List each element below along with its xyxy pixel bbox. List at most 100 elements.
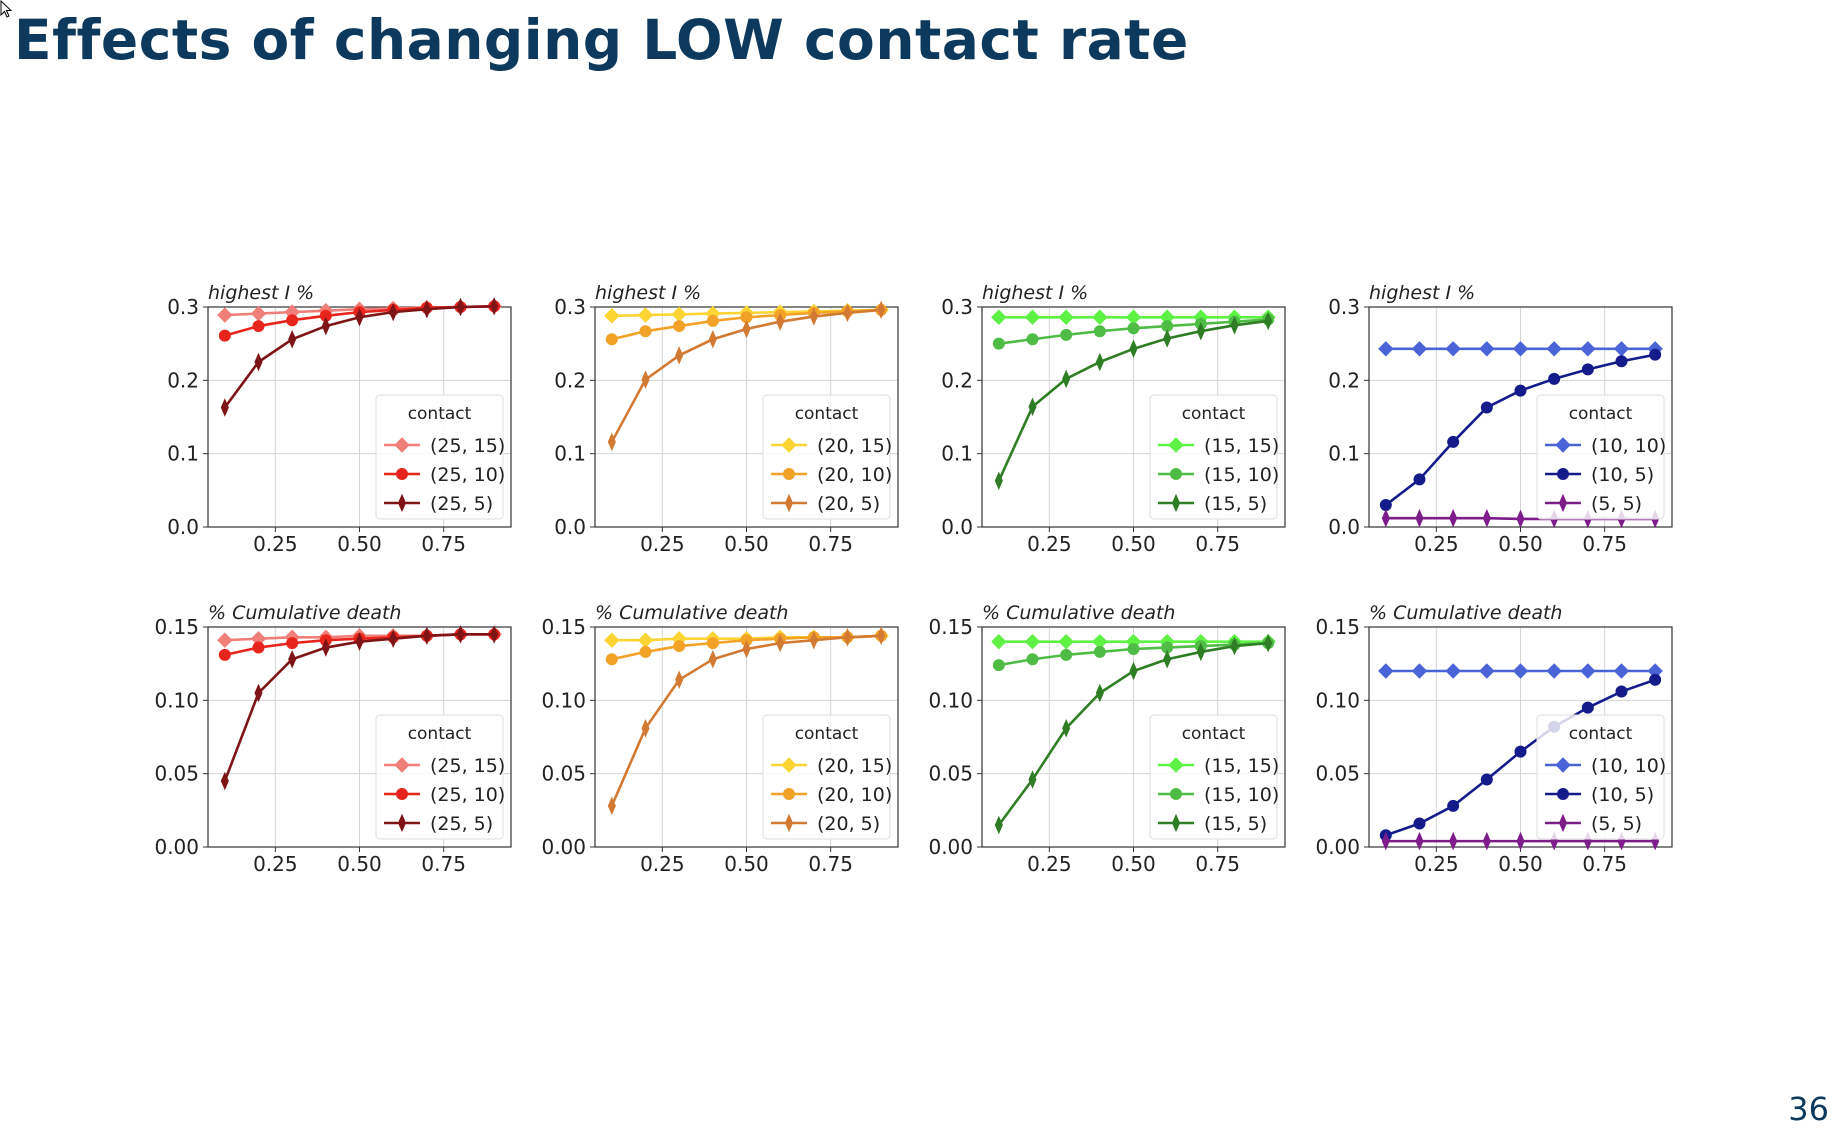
series-2 (1379, 348, 1662, 511)
data-point (1127, 643, 1140, 655)
data-point (1482, 508, 1491, 528)
y-tick-label: 0.10 (541, 688, 586, 712)
data-point (1615, 685, 1628, 698)
legend-entry: (10, 5) (1591, 464, 1654, 486)
data-point (1381, 831, 1390, 851)
subplot-6: 0.25 0.50 0.75 0.00 0.05 0.10 0.15 % Cumulative… (541, 602, 899, 876)
x-tick-label: 0.25 (1414, 852, 1459, 876)
legend-box (1149, 714, 1278, 840)
y-tick-label: 0.2 (1328, 368, 1360, 392)
y-tick-label: 0.2 (554, 368, 586, 392)
data-point (1479, 663, 1495, 679)
data-point (456, 297, 465, 317)
data-point (1449, 831, 1458, 851)
x-tick-label: 0.50 (724, 852, 769, 876)
data-point (1445, 663, 1461, 679)
legend-marker (1555, 437, 1571, 453)
y-tick-label: 0.2 (941, 368, 973, 392)
legend-entry: (20, 10) (817, 464, 892, 486)
x-tick-label: 0.25 (1027, 852, 1072, 876)
legend-entry: (20, 15) (817, 755, 892, 777)
series-3 (994, 311, 1273, 491)
data-point (1196, 321, 1205, 341)
legend-entry: (15, 15) (1204, 435, 1279, 457)
data-point (1163, 650, 1172, 669)
legend-title: contact (1182, 724, 1246, 744)
data-point (1480, 401, 1493, 414)
data-point (1649, 348, 1662, 361)
y-tick-label: 0.3 (1328, 295, 1360, 319)
y-tick-label: 0.15 (541, 615, 586, 639)
data-point (706, 637, 719, 650)
x-tick-label: 0.75 (1195, 532, 1240, 556)
legend-marker (781, 757, 797, 773)
legend-marker (397, 813, 407, 833)
series-3 (607, 300, 886, 452)
data-point (1413, 817, 1426, 830)
subplot-title: highest I % (208, 282, 314, 304)
data-point (1649, 673, 1662, 686)
data-point (809, 630, 818, 650)
data-point (994, 471, 1003, 491)
data-point (286, 314, 299, 327)
data-point (252, 320, 265, 333)
legend-marker (1557, 788, 1569, 800)
data-point (991, 309, 1007, 325)
data-point (1264, 311, 1273, 331)
legend-entry: (15, 5) (1204, 813, 1267, 835)
data-point (220, 771, 229, 791)
data-point (217, 307, 233, 323)
series-3 (220, 625, 499, 791)
page-number: 36 (1788, 1090, 1829, 1128)
x-tick-label: 0.25 (253, 852, 298, 876)
data-point (1381, 508, 1390, 528)
data-point (1060, 328, 1073, 341)
data-point (321, 316, 330, 336)
data-point (1060, 648, 1073, 661)
legend: contact (25, 15) (25, 10) (25, 5) (375, 714, 505, 840)
x-tick-label: 0.75 (808, 532, 853, 556)
legend-title: contact (408, 724, 472, 744)
legend: contact (20, 15) (20, 10) (20, 5) (762, 394, 892, 520)
legend-entry: (20, 10) (817, 784, 892, 806)
legend-entry: (25, 10) (430, 464, 505, 486)
data-point (742, 639, 751, 659)
data-point (1095, 683, 1104, 703)
data-point (218, 329, 231, 342)
subplot-title: % Cumulative death (982, 602, 1175, 624)
x-tick-label: 0.50 (1111, 852, 1156, 876)
data-point (1058, 309, 1074, 325)
data-point (1514, 384, 1527, 397)
y-tick-label: 0.00 (1315, 835, 1360, 859)
data-point (422, 626, 431, 646)
data-point (675, 346, 684, 365)
data-point (490, 625, 499, 644)
data-point (1230, 316, 1239, 335)
data-point (991, 633, 1007, 650)
x-tick-label: 0.75 (421, 852, 466, 876)
plot-frame (594, 626, 899, 848)
x-tick-label: 0.50 (1498, 852, 1543, 876)
data-point (1058, 633, 1074, 650)
data-point (994, 815, 1003, 835)
data-point (1580, 341, 1596, 357)
data-point (809, 307, 818, 326)
legend-box (762, 714, 891, 840)
subplot-5: 0.25 0.50 0.75 0.00 0.05 0.10 0.15 % Cumulative… (154, 602, 512, 876)
data-point (843, 628, 852, 647)
y-tick-label: 0.05 (1315, 762, 1360, 786)
legend-title: contact (408, 404, 472, 424)
series-3 (220, 297, 499, 417)
data-point (673, 640, 686, 653)
x-tick-label: 0.50 (337, 852, 382, 876)
legend: contact (15, 15) (15, 10) (15, 5) (1149, 394, 1279, 520)
data-point (607, 796, 616, 816)
data-point (1514, 745, 1527, 758)
legend-marker (1557, 468, 1569, 480)
y-tick-label: 0.10 (154, 688, 199, 712)
y-tick-label: 0.10 (928, 688, 973, 712)
data-point (1613, 663, 1630, 679)
legend-marker (1171, 813, 1181, 833)
subplot-title: % Cumulative death (208, 602, 401, 624)
